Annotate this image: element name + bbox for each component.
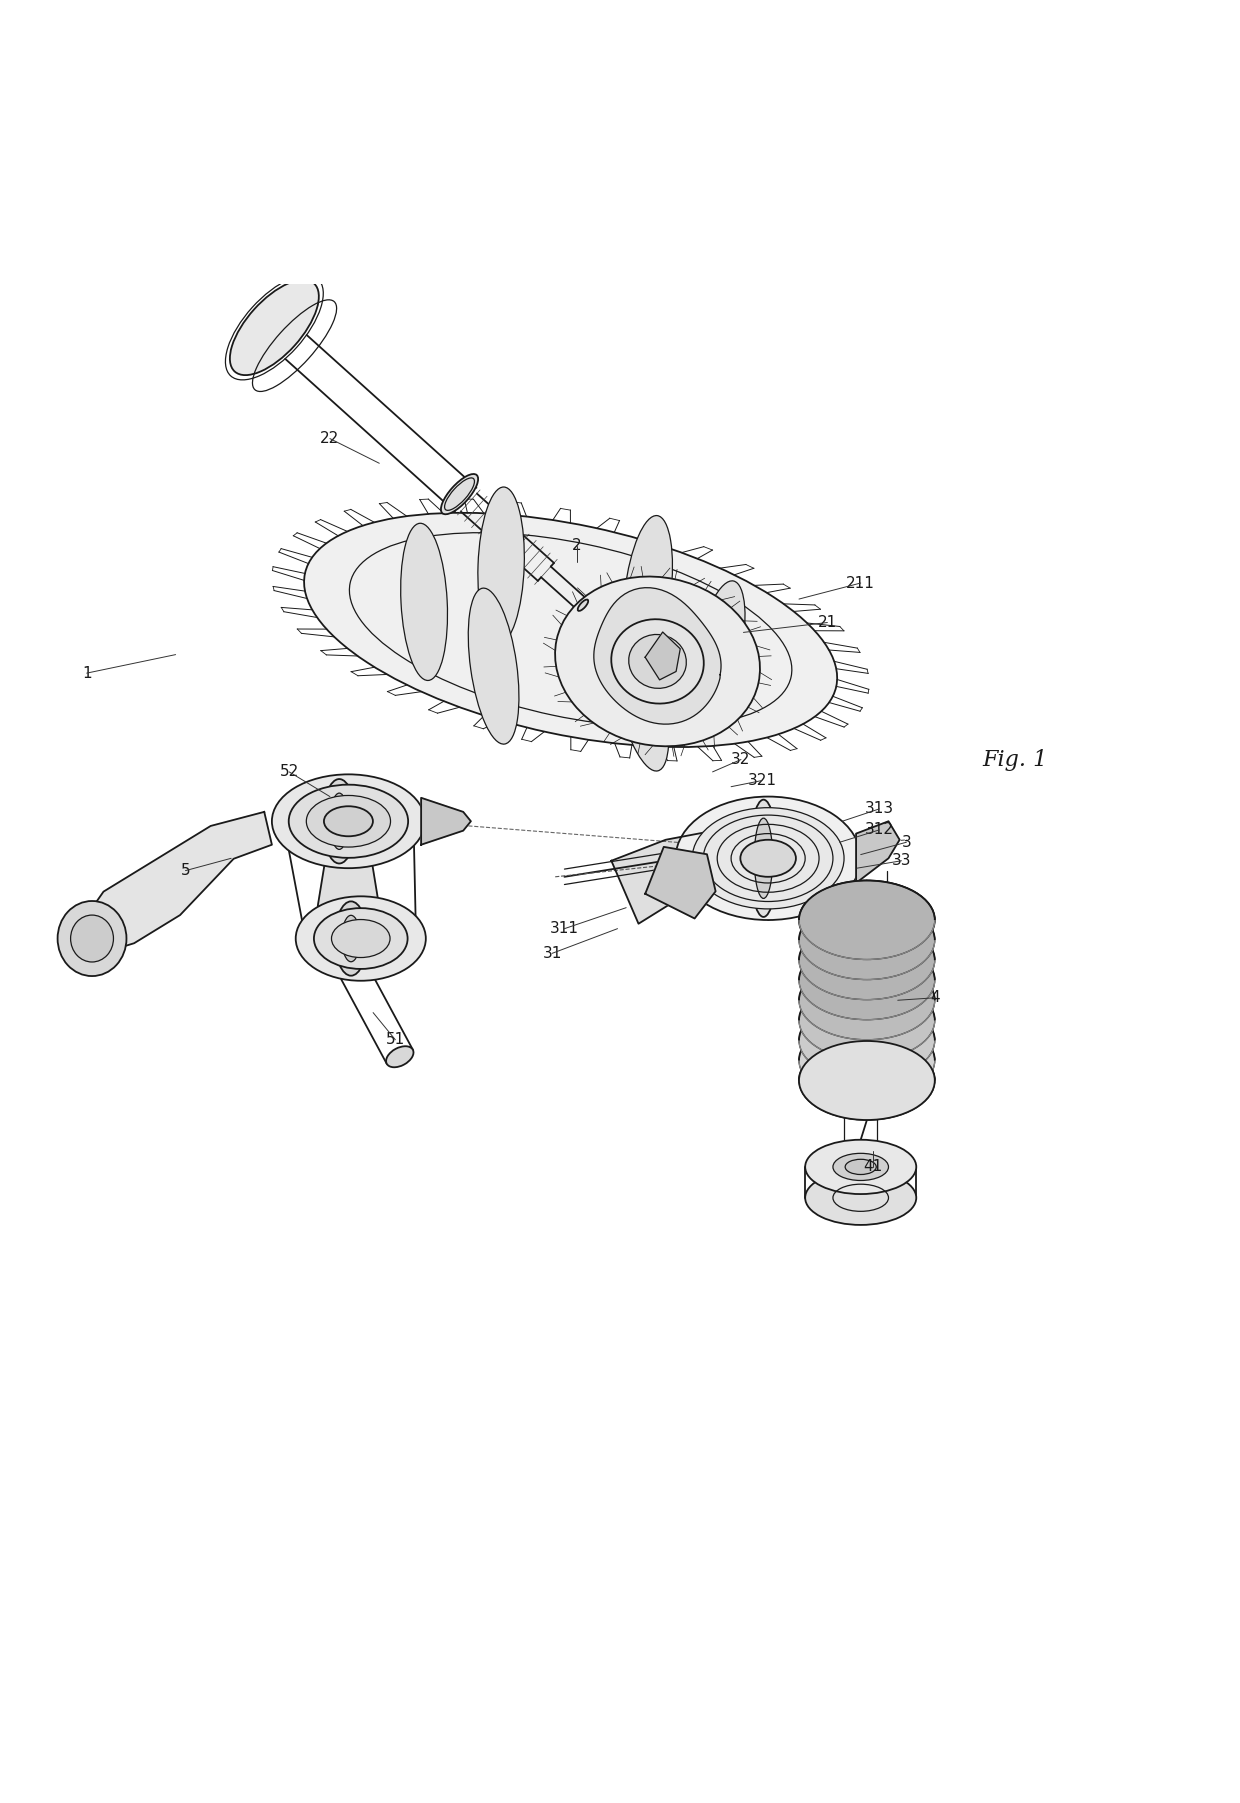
Polygon shape [594,588,720,725]
Ellipse shape [846,1159,877,1174]
Text: 52: 52 [279,764,299,779]
Polygon shape [645,633,681,680]
Ellipse shape [799,1001,935,1080]
Ellipse shape [754,819,773,898]
Ellipse shape [622,516,672,673]
Text: 321: 321 [748,773,776,788]
Text: 31: 31 [542,947,562,961]
Ellipse shape [304,512,837,746]
Text: 32: 32 [732,752,750,766]
Ellipse shape [799,900,935,979]
Ellipse shape [689,581,745,736]
Polygon shape [422,797,471,846]
Ellipse shape [750,801,777,918]
Ellipse shape [342,916,360,961]
Ellipse shape [386,1046,413,1067]
Ellipse shape [71,916,113,963]
Ellipse shape [799,961,935,1040]
Ellipse shape [611,617,668,772]
Polygon shape [317,858,379,925]
Ellipse shape [578,600,588,611]
Text: 22: 22 [320,431,340,445]
Ellipse shape [330,793,348,849]
Ellipse shape [272,773,425,869]
Text: 2: 2 [572,539,582,554]
Ellipse shape [314,909,408,968]
Ellipse shape [401,523,448,680]
Text: Fig. 1: Fig. 1 [982,748,1048,770]
Ellipse shape [306,795,391,847]
Ellipse shape [469,588,520,745]
Ellipse shape [229,279,319,375]
Ellipse shape [57,902,126,975]
Ellipse shape [611,618,704,703]
Text: 5: 5 [181,864,190,878]
Ellipse shape [799,1040,935,1120]
Text: 4: 4 [930,990,940,1006]
Ellipse shape [477,487,525,644]
Text: 3: 3 [901,835,911,849]
Ellipse shape [799,941,935,1020]
Text: 211: 211 [846,575,875,591]
Ellipse shape [441,474,479,514]
Polygon shape [611,828,732,923]
Ellipse shape [799,1020,935,1100]
Ellipse shape [289,784,408,858]
Ellipse shape [799,1040,935,1120]
Text: 21: 21 [817,615,837,629]
Text: 33: 33 [892,853,911,869]
Ellipse shape [799,880,935,959]
Text: 312: 312 [864,822,894,837]
Ellipse shape [740,840,796,876]
Text: 51: 51 [386,1033,405,1048]
Ellipse shape [799,981,935,1060]
Ellipse shape [799,880,935,959]
Ellipse shape [805,1139,916,1194]
Text: 1: 1 [82,665,92,680]
Ellipse shape [833,1154,889,1181]
Ellipse shape [556,577,760,746]
Ellipse shape [805,1170,916,1224]
Ellipse shape [676,797,861,920]
Polygon shape [645,847,715,918]
Ellipse shape [692,808,844,909]
Ellipse shape [335,902,367,975]
Ellipse shape [799,921,935,999]
Ellipse shape [322,779,356,864]
Polygon shape [81,811,272,952]
Text: 41: 41 [863,1159,883,1174]
Text: 311: 311 [551,921,579,936]
Ellipse shape [324,806,373,837]
Polygon shape [856,820,899,883]
Ellipse shape [295,896,425,981]
Ellipse shape [331,920,391,957]
Ellipse shape [629,635,686,689]
Text: 313: 313 [864,801,894,817]
